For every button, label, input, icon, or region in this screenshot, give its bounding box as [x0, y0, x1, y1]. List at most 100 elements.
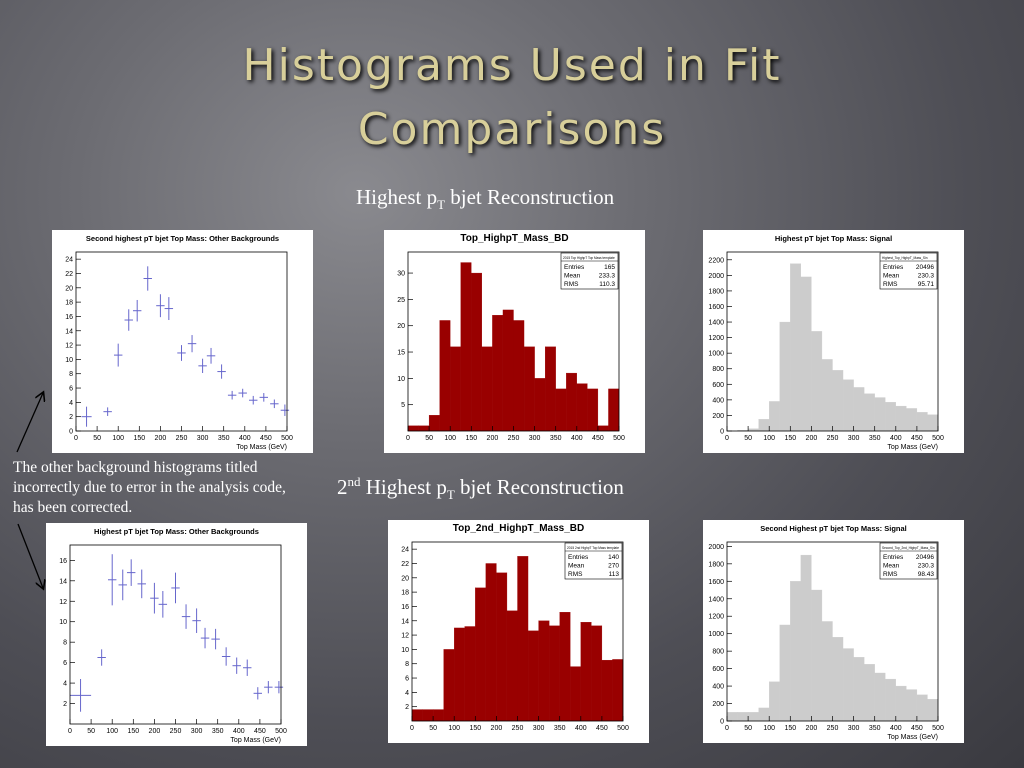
- histogram-panel-4: Highest pT bjet Top Mass: Other Backgrou…: [46, 523, 307, 746]
- subheading-text: Highest p: [356, 185, 438, 209]
- histogram-bin: [418, 425, 430, 432]
- x-tick-label: 350: [869, 725, 881, 732]
- histogram-bin: [538, 620, 550, 722]
- y-tick-label: 22: [65, 271, 73, 278]
- x-tick-label: 150: [127, 728, 139, 735]
- stats-value: 95.71: [918, 281, 935, 288]
- x-tick-label: 300: [848, 435, 860, 442]
- y-tick-label: 10: [401, 647, 409, 654]
- histogram-bin: [874, 672, 886, 722]
- y-tick-label: 0: [69, 429, 73, 436]
- histogram-bin: [916, 694, 928, 722]
- x-tick-label: 50: [93, 435, 101, 442]
- histogram-bin: [726, 712, 738, 722]
- x-tick-label: 400: [890, 435, 902, 442]
- stats-label: Entries: [883, 554, 904, 561]
- histogram-bin: [513, 320, 525, 432]
- y-tick-label: 8: [69, 371, 73, 378]
- histogram-panel-3: Highest pT bjet Top Mass: Signal 0 50 100 15…: [703, 230, 964, 453]
- y-tick-label: 16: [401, 604, 409, 611]
- x-tick-label: 400: [239, 435, 251, 442]
- y-tick-label: 1800: [708, 288, 724, 295]
- histogram-bin: [471, 272, 483, 432]
- y-tick-label: 14: [65, 328, 73, 335]
- y-tick-label: 24: [401, 547, 409, 554]
- x-tick-label: 450: [592, 435, 604, 442]
- x-tick-label: 350: [212, 728, 224, 735]
- stats-label: Mean: [568, 563, 585, 570]
- y-tick-label: 400: [712, 684, 724, 691]
- y-tick-label: 10: [65, 357, 73, 364]
- x-tick-label: 500: [613, 435, 625, 442]
- histogram-bin: [612, 659, 624, 722]
- histogram-bin: [842, 379, 854, 432]
- histogram-bin: [842, 648, 854, 722]
- y-tick-label: 12: [59, 599, 67, 606]
- histogram-bin: [454, 627, 465, 722]
- stats-label: Mean: [883, 273, 900, 280]
- arrow-up: [16, 393, 43, 453]
- stats-value: 110.3: [599, 281, 615, 288]
- histogram-bin: [496, 572, 508, 722]
- histogram-bin: [481, 346, 493, 432]
- x-tick-label: 100: [112, 435, 124, 442]
- x-axis-label: Top Mass (GeV): [887, 734, 938, 741]
- x-tick-label: 400: [890, 725, 902, 732]
- histogram-bin: [608, 388, 620, 432]
- x-tick-label: 50: [87, 728, 95, 735]
- x-tick-label: 300: [191, 728, 203, 735]
- y-tick-label: 6: [405, 676, 409, 683]
- y-tick-label: 20: [401, 575, 409, 582]
- chart-title: Highest pT bjet Top Mass: Other Backgrou…: [94, 527, 259, 536]
- x-tick-label: 350: [218, 435, 230, 442]
- histogram-bin: [485, 563, 497, 722]
- x-tick-label: 0: [725, 435, 729, 442]
- chart-title: Top_HighpT_Mass_BD: [460, 233, 568, 244]
- x-tick-label: 350: [554, 725, 566, 732]
- histogram-panel-6: Second Highest pT bjet Top Mass: Signal 0…: [703, 520, 964, 743]
- histogram-bin: [460, 262, 472, 432]
- x-tick-label: 0: [74, 435, 78, 442]
- histogram-bin: [475, 587, 487, 722]
- stats-value: 20496: [916, 554, 934, 561]
- y-tick-label: 30: [397, 271, 405, 278]
- y-tick-label: 5: [401, 402, 405, 409]
- plot-frame: [75, 251, 288, 432]
- x-tick-label: 100: [763, 435, 775, 442]
- histogram-bin: [439, 320, 451, 432]
- stats-value: 230.3: [918, 273, 935, 280]
- chart-title: Second Highest pT bjet Top Mass: Signal: [760, 524, 907, 533]
- x-tick-label: 150: [784, 725, 796, 732]
- histogram-bin: [832, 370, 844, 432]
- histogram-bin: [769, 401, 780, 432]
- histogram-bin: [790, 581, 802, 722]
- arrow-down: [17, 523, 43, 588]
- histogram-chart: Second Highest pT bjet Top Mass: Signal 0…: [708, 524, 944, 741]
- histogram-bin: [492, 315, 504, 432]
- y-tick-label: 25: [397, 297, 405, 304]
- histogram-panel-2: Top_HighpT_Mass_BD 0 50 100 150 200 250 300 350 4…: [384, 230, 645, 453]
- x-tick-label: 300: [533, 725, 545, 732]
- subheading-subscript: T: [446, 487, 455, 503]
- stats-value: 113: [609, 571, 620, 578]
- y-tick-label: 16: [59, 558, 67, 565]
- x-tick-label: 300: [848, 725, 860, 732]
- histogram-bin: [895, 405, 907, 432]
- y-tick-label: 1800: [708, 561, 724, 568]
- histogram-bin: [927, 699, 939, 722]
- x-tick-label: 450: [260, 435, 272, 442]
- histogram-bin: [523, 346, 535, 432]
- x-tick-label: 500: [617, 725, 629, 732]
- y-tick-label: 2000: [708, 544, 724, 551]
- x-tick-label: 100: [444, 435, 456, 442]
- y-tick-label: 12: [401, 633, 409, 640]
- x-tick-label: 0: [725, 725, 729, 732]
- subheading-text: bjet Reconstruction: [445, 185, 615, 209]
- y-tick-label: 800: [712, 649, 724, 656]
- subheading-highest: Highest pT bjet Reconstruction: [356, 185, 614, 213]
- x-tick-label: 0: [68, 728, 72, 735]
- stats-value: 233.3: [599, 273, 616, 280]
- x-tick-label: 0: [410, 725, 414, 732]
- x-tick-label: 450: [911, 725, 923, 732]
- histogram-chart: Highest pT bjet Top Mass: Other Backgrou…: [59, 527, 287, 744]
